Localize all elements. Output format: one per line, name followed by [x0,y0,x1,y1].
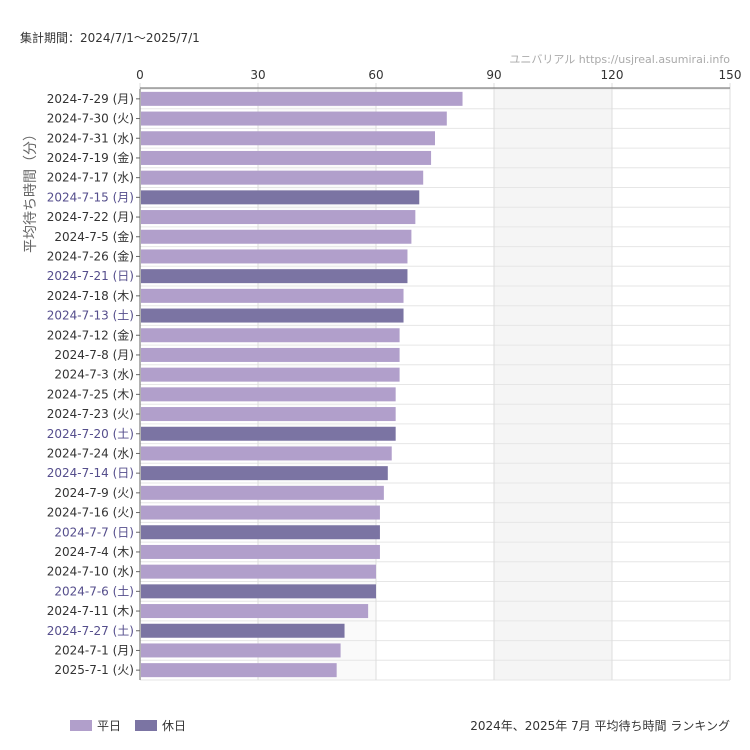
legend-label-weekday: 平日 [97,719,122,733]
category-label-27: 2024-7-11 (木) [47,604,134,618]
category-label-30: 2025-7-1 (火) [54,663,134,677]
category-label-13: 2024-7-12 (金) [47,327,134,342]
legend: 平日 休日 [70,717,186,734]
bar-12 [141,308,404,323]
legend-item-weekday[interactable]: 平日 [70,717,121,734]
category-label-23: 2024-7-7 (日) [54,525,134,539]
bar-9 [141,249,408,264]
bar-25 [141,564,376,579]
x-tick-label: 150 [719,68,742,82]
category-label-28: 2024-7-27 (土) [47,624,134,638]
category-label-11: 2024-7-18 (木) [47,289,134,303]
category-label-4: 2024-7-19 (金) [47,150,134,165]
bar-15 [141,367,400,382]
x-tick-label: 0 [136,68,144,82]
bar-21 [141,485,384,500]
bar-22 [141,505,380,520]
category-label-25: 2024-7-10 (水) [47,565,134,579]
legend-swatch-holiday [135,720,158,731]
bar-23 [141,525,380,540]
bar-7 [141,210,416,225]
bar-6 [141,190,420,205]
bar-30 [141,663,337,678]
bar-3 [141,131,435,146]
bar-11 [141,288,404,303]
category-label-3: 2024-7-31 (水) [47,131,134,145]
bar-17 [141,407,396,422]
category-label-1: 2024-7-29 (月) [47,92,134,106]
category-label-22: 2024-7-16 (火) [47,506,134,520]
legend-item-holiday[interactable]: 休日 [135,717,186,734]
bar-19 [141,446,392,461]
bar-8 [141,229,412,244]
bar-28 [141,623,345,638]
bar-27 [141,604,369,619]
chart-caption: 2024年、2025年 7月 平均待ち時間 ランキング [470,719,730,733]
category-label-19: 2024-7-24 (水) [47,446,134,460]
bar-29 [141,643,341,658]
category-label-6: 2024-7-15 (月) [47,190,134,204]
legend-label-holiday: 休日 [162,719,187,733]
bar-18 [141,426,396,441]
category-label-17: 2024-7-23 (火) [47,407,134,421]
x-tick-label: 120 [601,68,624,82]
category-label-12: 2024-7-13 (土) [47,309,134,323]
x-tick-label: 60 [368,68,383,82]
legend-swatch-weekday [70,720,92,731]
category-label-14: 2024-7-8 (月) [54,348,134,362]
bar-5 [141,170,424,185]
category-label-8: 2024-7-5 (金) [54,229,134,244]
bar-13 [141,328,400,343]
bar-2 [141,111,447,126]
category-label-2: 2024-7-30 (火) [47,112,134,126]
category-label-24: 2024-7-4 (木) [54,545,134,559]
x-tick-label: 30 [250,68,265,82]
bar-14 [141,347,400,362]
category-label-29: 2024-7-1 (月) [54,643,134,657]
period-label: 集計期間：2024/7/1～2025/7/1 [20,31,200,45]
category-label-18: 2024-7-20 (土) [47,427,134,441]
x-tick-label: 90 [486,68,501,82]
bar-24 [141,544,380,559]
bar-20 [141,466,388,481]
source-label: ユニバリアル https://usjreal.asumirai.info [509,53,730,66]
category-label-5: 2024-7-17 (水) [47,171,134,185]
category-label-7: 2024-7-22 (月) [47,210,134,224]
bar-16 [141,387,396,402]
category-label-15: 2024-7-3 (水) [54,368,134,382]
category-label-10: 2024-7-21 (日) [47,269,134,283]
category-label-26: 2024-7-6 (土) [54,584,134,598]
category-label-9: 2024-7-26 (金) [47,248,134,263]
category-label-21: 2024-7-9 (火) [54,486,134,500]
bar-4 [141,150,432,165]
category-label-20: 2024-7-14 (日) [47,466,134,480]
bar-26 [141,584,376,599]
bar-1 [141,91,463,106]
category-label-16: 2024-7-25 (木) [47,387,134,401]
bar-10 [141,269,408,284]
